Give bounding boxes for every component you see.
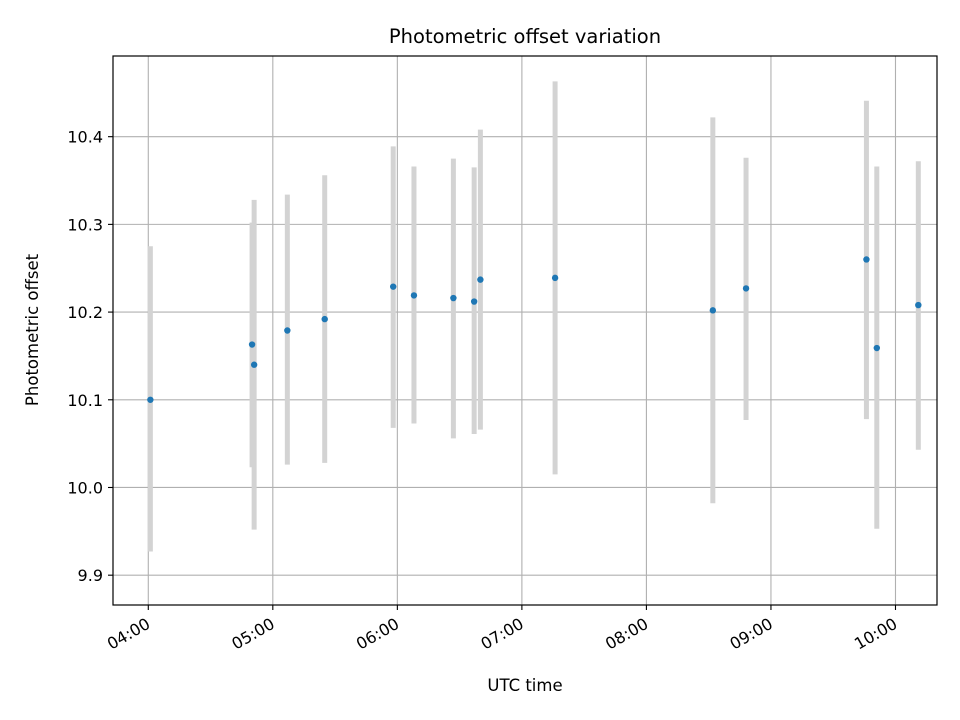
y-tick-label: 10.0 — [67, 478, 103, 497]
data-point — [390, 283, 397, 290]
y-tick-label: 10.3 — [67, 215, 103, 234]
data-point — [551, 274, 559, 282]
data-point — [709, 307, 717, 314]
y-tick-label: 10.4 — [67, 128, 103, 147]
data-point — [742, 285, 750, 292]
data-point — [321, 315, 328, 323]
y-tick-label: 9.9 — [78, 566, 103, 585]
data-point — [284, 327, 291, 334]
data-point — [450, 294, 457, 302]
data-points — [147, 256, 922, 403]
data-point — [470, 298, 478, 305]
chart-title: Photometric offset variation — [389, 25, 661, 48]
data-point — [915, 301, 922, 309]
data-point — [147, 396, 154, 403]
data-point — [410, 292, 418, 299]
data-point — [250, 361, 258, 368]
data-point — [873, 344, 881, 352]
plot-area-frame — [112, 55, 938, 606]
data-point — [863, 256, 870, 263]
y-tick-label: 10.1 — [67, 391, 103, 410]
grid-lines — [113, 56, 937, 605]
data-point — [477, 276, 484, 283]
y-axis-title: Photometric offset — [23, 253, 42, 406]
data-point — [248, 341, 256, 348]
y-tick-label: 10.2 — [67, 303, 103, 322]
x-axis-title: UTC time — [487, 676, 562, 695]
